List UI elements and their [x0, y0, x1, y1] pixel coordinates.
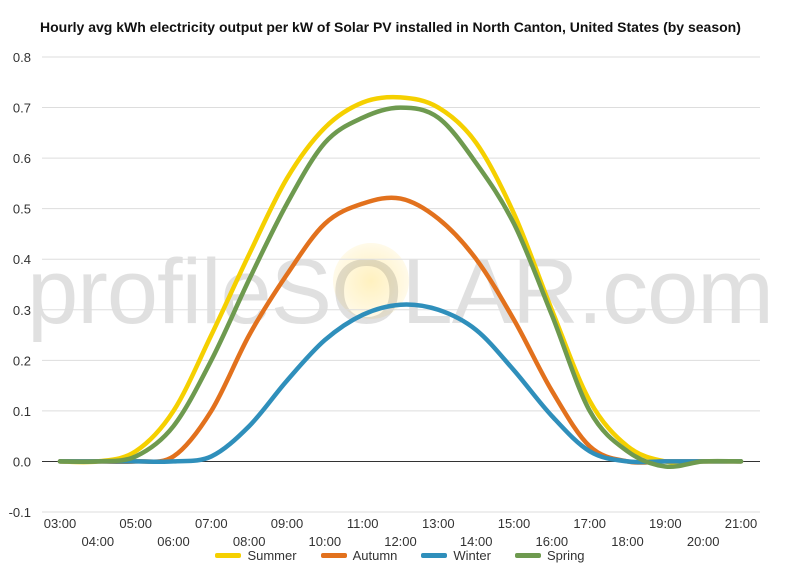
x-tick-label: 10:00	[309, 534, 342, 549]
x-tick-label: 14:00	[460, 534, 493, 549]
x-tick-label: 16:00	[536, 534, 569, 549]
legend-label: Winter	[453, 548, 491, 563]
x-tick-label: 06:00	[157, 534, 190, 549]
x-tick-label: 21:00	[725, 516, 758, 531]
legend-label: Autumn	[352, 548, 398, 563]
x-tick-label: 20:00	[687, 534, 720, 549]
chart-legend: Summer Autumn Winter Spring	[0, 548, 800, 563]
x-tick-label: 03:00	[44, 516, 77, 531]
x-tick-label: 05:00	[119, 516, 152, 531]
x-tick-label: 09:00	[271, 516, 304, 531]
legend-swatch	[421, 553, 448, 558]
x-tick-label: 04:00	[82, 534, 115, 549]
series-lines	[57, 94, 744, 470]
y-tick-label: 0.5	[13, 202, 31, 217]
x-tick-label: 15:00	[498, 516, 531, 531]
y-tick-label: 0.7	[13, 101, 31, 116]
x-tick-label: 11:00	[347, 516, 379, 531]
x-tick-label: 17:00	[573, 516, 606, 531]
y-tick-label: 0.6	[13, 151, 31, 166]
x-tick-label: 07:00	[195, 516, 228, 531]
legend-item-winter: Winter	[421, 548, 491, 563]
y-tick-label: 0.1	[13, 404, 31, 419]
y-tick-label: 0.0	[13, 454, 31, 469]
y-tick-label: 0.4	[13, 252, 31, 267]
legend-swatch	[320, 553, 347, 558]
chart-title: Hourly avg kWh electricity output per kW…	[40, 19, 741, 35]
x-axis-tick-labels: 03:00 04:00 05:00 06:00 07:00 08:00 09:00 10:00…	[44, 516, 758, 549]
series-line-autumn	[57, 195, 744, 465]
x-tick-label: 08:00	[233, 534, 266, 549]
legend-label: Summer	[247, 548, 297, 563]
series-line-spring	[57, 105, 744, 470]
series-line-summer	[57, 94, 744, 465]
legend-item-spring: Spring	[514, 548, 585, 563]
y-tick-label: 0.8	[13, 50, 31, 65]
grid-lines	[42, 56, 760, 513]
x-tick-label: 18:00	[611, 534, 644, 549]
x-tick-label: 13:00	[422, 516, 455, 531]
legend-item-summer: Summer	[215, 548, 297, 563]
legend-swatch	[514, 553, 541, 558]
x-tick-label: 19:00	[649, 516, 682, 531]
x-tick-label: 12:00	[384, 534, 417, 549]
y-tick-label: 0.3	[13, 303, 31, 318]
legend-item-autumn: Autumn	[320, 548, 398, 563]
legend-swatch	[215, 553, 242, 558]
y-tick-label: 0.2	[13, 353, 31, 368]
series-line-winter	[57, 302, 744, 465]
y-tick-label: -0.1	[9, 505, 31, 520]
y-axis-tick-labels: -0.1 0.0 0.1 0.2 0.3 0.4 0.5 0.6 0.7 0.8	[9, 50, 31, 520]
legend-label: Spring	[546, 548, 585, 563]
